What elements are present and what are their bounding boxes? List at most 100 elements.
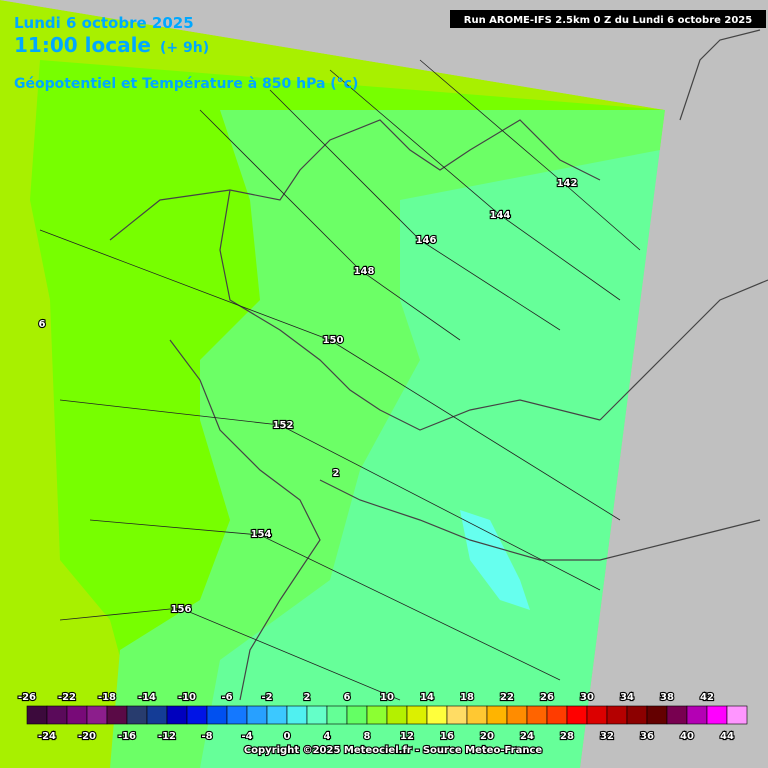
colorbar-cell xyxy=(166,705,188,725)
contour-label: 150 xyxy=(323,335,344,346)
colorbar-cell xyxy=(386,705,408,725)
run-box xyxy=(450,10,766,28)
legend-label: 38 xyxy=(660,692,674,703)
legend-label: 28 xyxy=(560,731,574,742)
isohypse xyxy=(89,519,561,681)
contour-label: 152 xyxy=(273,420,294,431)
legend-label: -8 xyxy=(201,731,212,742)
colorbar-cell xyxy=(406,705,428,725)
colorbar-cell xyxy=(366,705,388,725)
border xyxy=(599,279,768,421)
legend-label: -10 xyxy=(178,692,196,703)
colorbar-cell xyxy=(606,705,628,725)
colorbar-cell xyxy=(466,705,488,725)
colorbar-cell xyxy=(506,705,528,725)
legend-label: 42 xyxy=(700,692,714,703)
legend-label: 26 xyxy=(540,692,554,703)
colorbar: -26 -22 -18 -14 -10 -6 -2 2 6 10 14 18 22 26 30 34 38 42-… xyxy=(17,691,748,743)
isohypse xyxy=(39,229,621,521)
isohypse xyxy=(329,69,621,301)
legend-label: 32 xyxy=(600,731,614,742)
colorbar-cell xyxy=(566,705,588,725)
legend-label: 20 xyxy=(480,731,494,742)
legend-label: 2 xyxy=(304,692,311,703)
legend-label: -20 xyxy=(78,731,96,742)
colorbar-cell xyxy=(266,705,288,725)
isohypse xyxy=(269,89,561,331)
border xyxy=(219,189,601,431)
contour-label: 156 xyxy=(171,604,192,615)
isohypse xyxy=(59,607,401,701)
colorbar-cell xyxy=(526,705,548,725)
border xyxy=(169,339,321,701)
colorbar-cell xyxy=(346,705,368,725)
colorbar-cell xyxy=(546,705,568,725)
colorbar-cell xyxy=(486,705,508,725)
legend-label: 4 xyxy=(324,731,331,742)
legend-label: 12 xyxy=(400,731,414,742)
legend-label: 10 xyxy=(380,692,394,703)
legend-label: 34 xyxy=(620,692,634,703)
borders xyxy=(109,29,768,701)
colorbar-cell xyxy=(586,705,608,725)
date-title: Lundi 6 octobre 2025 xyxy=(14,14,194,32)
run-info: Run AROME-IFS 2.5km 0 Z du Lundi 6 octob… xyxy=(464,15,753,26)
contour-label: 144 xyxy=(490,210,511,221)
colorbar-cell xyxy=(626,705,648,725)
colorbar-cell xyxy=(446,705,468,725)
colorbar-cell xyxy=(206,705,228,725)
colorbar-cell xyxy=(26,705,48,725)
colorbar-cell xyxy=(326,705,348,725)
parameter: Géopotentiel et Température à 850 hPa (°… xyxy=(14,76,358,92)
legend-label: -6 xyxy=(221,692,232,703)
legend-label: -16 xyxy=(118,731,136,742)
legend-label: -12 xyxy=(158,731,176,742)
isohypse xyxy=(419,59,641,251)
contour-label: 6 xyxy=(39,319,46,330)
contour-label: 2 xyxy=(333,468,340,479)
contour-label: 146 xyxy=(416,235,437,246)
colorbar-cell xyxy=(306,705,328,725)
isohypse xyxy=(59,399,601,591)
contour-label: 148 xyxy=(354,266,375,277)
colorbar-cell xyxy=(146,705,168,725)
legend-label: 44 xyxy=(720,731,734,742)
legend-label: 14 xyxy=(420,692,434,703)
legend-label: 16 xyxy=(440,731,454,742)
legend-label: 24 xyxy=(520,731,534,742)
temp-zone-mint xyxy=(200,150,660,768)
isohypse xyxy=(199,109,461,341)
colorbar-cell xyxy=(426,705,448,725)
legend-label: 18 xyxy=(460,692,474,703)
colorbar-cell xyxy=(666,705,688,725)
legend-label: 36 xyxy=(640,731,654,742)
time-title: 11:00 locale xyxy=(14,33,151,57)
offset: (+ 9h) xyxy=(160,40,209,56)
colorbar-cell xyxy=(706,705,728,725)
colorbar-cell xyxy=(226,705,248,725)
contour-label: 154 xyxy=(251,529,272,540)
legend-label: 0 xyxy=(284,731,291,742)
colorbar-cell xyxy=(126,705,148,725)
colorbar-cell xyxy=(246,705,268,725)
colorbar-cell xyxy=(726,705,748,725)
border xyxy=(679,29,761,121)
legend-label: 22 xyxy=(500,692,514,703)
legend-label: -2 xyxy=(261,692,272,703)
colorbar-cell xyxy=(106,705,128,725)
legend-label: -4 xyxy=(241,731,252,742)
legend-label: 30 xyxy=(580,692,594,703)
legend-label: 6 xyxy=(344,692,351,703)
contour-label: 142 xyxy=(557,178,578,189)
legend-label: -22 xyxy=(58,692,76,703)
contour-labels: 142 144 146 148 150 152 154 156 6 2 xyxy=(37,177,578,616)
temp-zone-cyan xyxy=(460,510,530,610)
legend-label: -14 xyxy=(138,692,156,703)
copyright: Copyright ©2025 Meteociel.fr - Source Me… xyxy=(244,745,543,756)
colorbar-cell xyxy=(46,705,68,725)
outside-domain-right xyxy=(580,110,768,768)
colorbar-cell xyxy=(86,705,108,725)
legend-label: 40 xyxy=(680,731,694,742)
colorbar-cell xyxy=(286,705,308,725)
